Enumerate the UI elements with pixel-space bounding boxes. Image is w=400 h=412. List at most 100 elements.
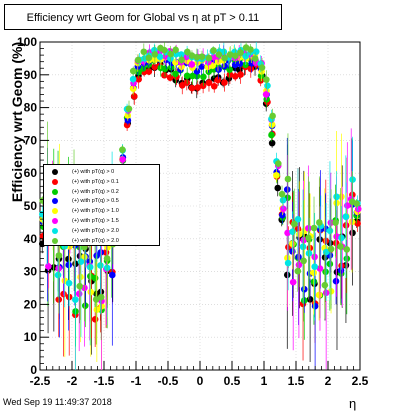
- legend-item: (+) with pT(q) > 0.1: [44, 177, 159, 187]
- x-tick-label: 0: [197, 374, 204, 388]
- legend-item: (+) with pT(q) > 1.0: [44, 206, 159, 216]
- data-point: [172, 46, 179, 54]
- legend-label: (+) with pT(q) > 1.0: [72, 208, 119, 215]
- x-tick-label: 0.5: [224, 374, 241, 388]
- data-point: [184, 48, 191, 56]
- data-point: [290, 220, 298, 228]
- legend-marker: [52, 208, 58, 215]
- legend-marker: [52, 227, 58, 234]
- data-point: [237, 49, 244, 56]
- data-point: [221, 54, 228, 62]
- data-point: [279, 211, 286, 219]
- data-point: [183, 79, 191, 86]
- data-point: [77, 273, 84, 281]
- data-point: [194, 84, 202, 91]
- data-point: [204, 63, 211, 71]
- data-point: [54, 271, 62, 279]
- data-point: [289, 228, 296, 236]
- data-point: [156, 53, 164, 61]
- y-tick-label: 90: [24, 68, 38, 82]
- data-point: [200, 73, 207, 81]
- data-point: [97, 249, 105, 256]
- data-point: [125, 105, 133, 113]
- data-point: [45, 262, 52, 270]
- legend-label: (+) with pT(q) > 2.0: [72, 237, 119, 244]
- data-point: [145, 54, 153, 62]
- data-point: [65, 279, 73, 287]
- data-point: [231, 73, 239, 80]
- data-point: [109, 271, 116, 279]
- y-axis-label: Efficiency wrt Geom (%): [9, 41, 25, 203]
- data-point: [337, 267, 345, 274]
- data-point: [289, 278, 297, 286]
- y-tick-label: 80: [24, 101, 38, 115]
- data-point: [333, 193, 340, 201]
- data-point: [274, 184, 282, 192]
- data-point: [247, 46, 254, 53]
- y-tick-label: 100: [17, 35, 37, 49]
- data-point: [214, 76, 222, 84]
- data-point: [232, 52, 239, 60]
- data-point: [337, 243, 344, 250]
- data-point: [205, 54, 213, 62]
- data-point: [210, 47, 217, 54]
- y-tick-label: 70: [24, 133, 38, 147]
- data-point: [237, 71, 244, 78]
- data-point: [91, 315, 99, 323]
- data-point: [119, 146, 126, 153]
- data-point: [251, 55, 259, 62]
- x-axis-label: η: [349, 396, 357, 411]
- data-point: [161, 71, 168, 79]
- data-point: [274, 160, 282, 167]
- data-point: [226, 66, 233, 73]
- data-point: [145, 68, 153, 75]
- data-point: [343, 246, 351, 253]
- data-point: [77, 258, 85, 266]
- data-point: [294, 267, 302, 275]
- data-point: [134, 56, 142, 64]
- data-point: [193, 68, 201, 75]
- legend-label: (+) with pT(q) > 0: [72, 169, 115, 175]
- data-point: [305, 234, 312, 242]
- data-point: [92, 296, 100, 303]
- data-point: [93, 306, 101, 314]
- data-point: [55, 252, 63, 259]
- data-point: [178, 56, 185, 64]
- data-point: [55, 265, 62, 272]
- x-tick-label: -1.5: [94, 374, 115, 388]
- data-point: [135, 68, 142, 76]
- x-tick-label: -2: [67, 374, 78, 388]
- legend-label: (+) with pT(q) > 0.1: [72, 178, 119, 185]
- data-point: [310, 269, 318, 277]
- x-tick-label: -2.5: [30, 374, 51, 388]
- data-point: [342, 213, 350, 220]
- data-point: [221, 79, 228, 86]
- data-point: [327, 245, 335, 253]
- data-point: [198, 53, 206, 60]
- data-point: [167, 50, 174, 58]
- data-point: [87, 288, 95, 296]
- x-tick-label: -0.5: [158, 374, 179, 388]
- data-point: [263, 76, 270, 83]
- data-point: [332, 277, 340, 285]
- y-tick-label: 50: [24, 199, 38, 213]
- data-point: [278, 190, 286, 198]
- data-point: [161, 46, 168, 54]
- data-point: [205, 79, 213, 87]
- data-point: [279, 196, 287, 204]
- data-point: [284, 175, 292, 183]
- y-tick-label: 40: [24, 232, 38, 246]
- data-point: [315, 291, 323, 299]
- data-point: [75, 290, 83, 298]
- data-point: [91, 274, 99, 282]
- data-point: [188, 61, 196, 68]
- data-point: [311, 302, 319, 310]
- data-point: [311, 263, 318, 271]
- x-tick-label: 1: [261, 374, 268, 388]
- data-point: [268, 121, 276, 128]
- data-point: [177, 51, 185, 58]
- data-point: [65, 261, 73, 269]
- legend-item: (+) with pT(q) > 0.5: [44, 196, 159, 206]
- data-point: [332, 219, 339, 226]
- data-point: [97, 262, 104, 269]
